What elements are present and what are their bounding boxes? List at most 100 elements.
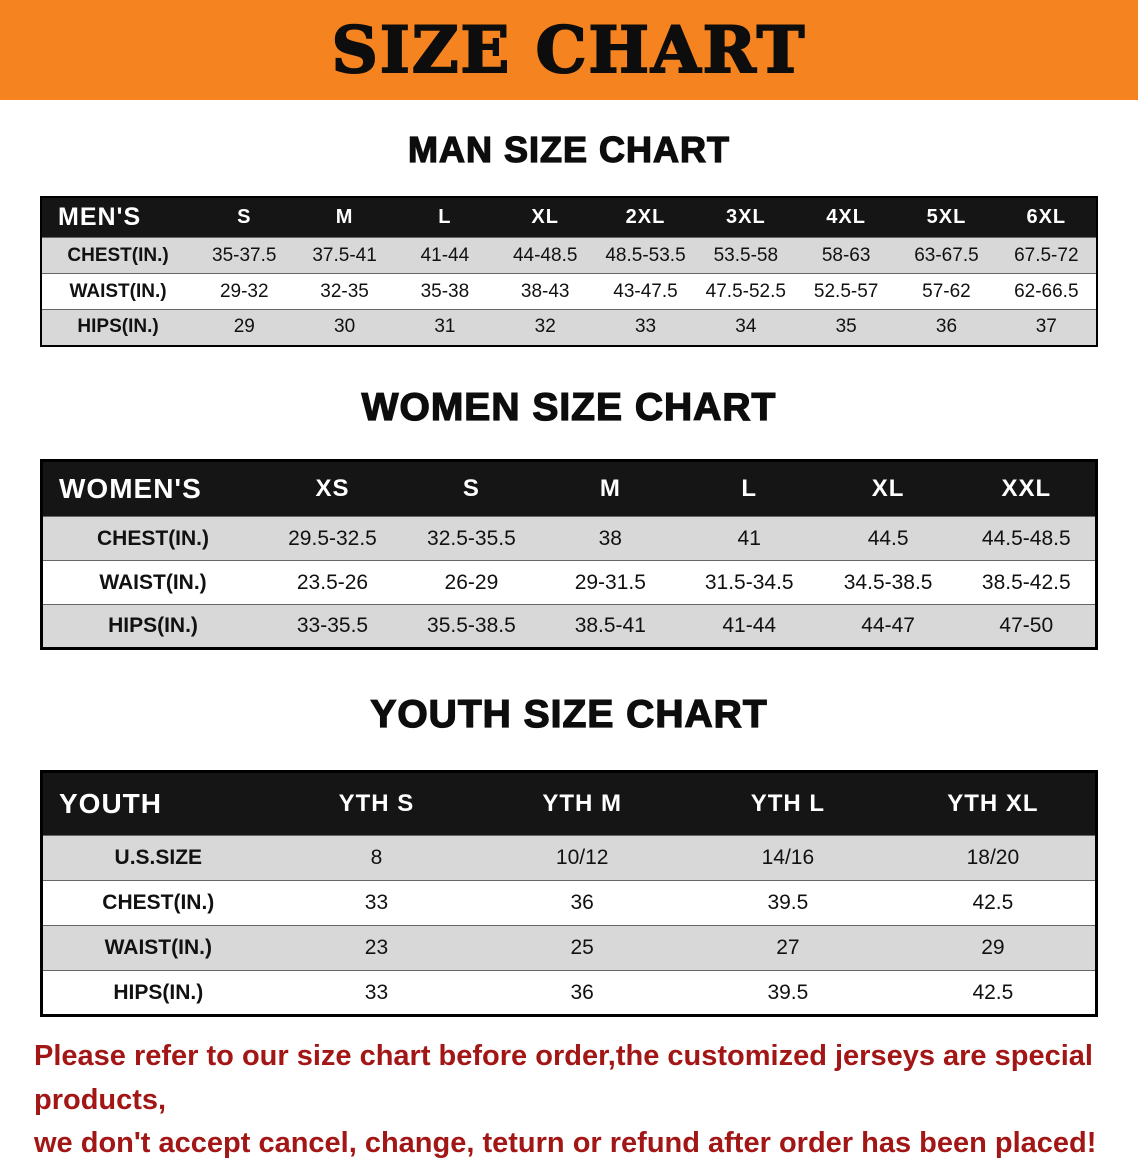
size-column-header: 2XL — [595, 196, 696, 238]
table-corner-label: MEN'S — [41, 196, 195, 238]
size-column-header: XL — [495, 196, 596, 238]
size-value: 27 — [685, 925, 891, 971]
size-value: 44.5-48.5 — [957, 516, 1097, 561]
size-value: 29.5-32.5 — [263, 516, 402, 561]
size-value: 10/12 — [479, 835, 686, 881]
size-value: 30 — [294, 309, 395, 346]
size-column-header: L — [394, 196, 496, 238]
women-size-table: WOMEN'S XS S M L XL XXL CHEST(IN.) 29.5-32.5 32.5… — [40, 459, 1098, 651]
size-value: 47-50 — [957, 604, 1097, 649]
table-row: CHEST(IN.) 35-37.5 37.5-41 41-44 44-48.5 48.5… — [41, 237, 1097, 274]
size-value: 63-67.5 — [896, 237, 997, 274]
table-row: HIPS(IN.) 33 36 39.5 42.5 — [41, 970, 1097, 1016]
size-value: 58-63 — [795, 237, 897, 274]
size-column-header: 6XL — [996, 196, 1097, 238]
size-column-header: 5XL — [896, 196, 997, 238]
size-value: 38.5-42.5 — [957, 560, 1097, 605]
size-value: 38 — [540, 516, 680, 561]
size-value: 29 — [194, 309, 295, 346]
size-value: 53.5-58 — [695, 237, 796, 274]
women-size-section: WOMEN SIZE CHART WOMEN'S XS S M L XL XXL CHEST(… — [0, 385, 1138, 651]
row-label: CHEST(IN.) — [41, 880, 274, 926]
size-value: 35.5-38.5 — [401, 604, 541, 649]
size-column-header: M — [540, 460, 680, 517]
size-value: 33 — [273, 880, 480, 926]
youth-size-heading: YOUTH SIZE CHART — [370, 693, 768, 737]
size-value: 42.5 — [890, 970, 1097, 1016]
size-value: 36 — [479, 970, 686, 1016]
size-value: 32 — [495, 309, 596, 346]
table-row: CHEST(IN.) 33 36 39.5 42.5 — [41, 880, 1097, 926]
size-value: 37.5-41 — [294, 237, 395, 274]
size-value: 38.5-41 — [540, 604, 680, 649]
youth-size-section: YOUTH SIZE CHART YOUTH YTH S YTH M YTH L YTH… — [0, 693, 1138, 1018]
size-value: 32.5-35.5 — [401, 516, 541, 561]
size-column-header: 4XL — [795, 196, 897, 238]
size-value: 43-47.5 — [595, 273, 696, 310]
size-value: 34.5-38.5 — [818, 560, 958, 605]
women-size-heading: WOMEN SIZE CHART — [361, 385, 777, 429]
table-row: CHEST(IN.) 29.5-32.5 32.5-35.5 38 41 44.5 44.5… — [41, 516, 1097, 561]
disclaimer-line-2: we don't accept cancel, change, teturn o… — [34, 1127, 1097, 1160]
table-row: U.S.SIZE 8 10/12 14/16 18/20 — [41, 835, 1097, 881]
size-column-header: XS — [263, 460, 402, 517]
size-value: 52.5-57 — [795, 273, 897, 310]
size-value: 67.5-72 — [996, 237, 1097, 274]
row-label: CHEST(IN.) — [41, 237, 195, 274]
size-value: 8 — [273, 835, 480, 881]
size-value: 57-62 — [896, 273, 997, 310]
size-value: 29 — [890, 925, 1097, 971]
size-value: 29-31.5 — [540, 560, 680, 605]
size-value: 36 — [896, 309, 997, 346]
size-column-header: XXL — [957, 460, 1097, 517]
size-value: 62-66.5 — [996, 273, 1097, 310]
size-value: 47.5-52.5 — [695, 273, 796, 310]
page-title: SIZE CHART — [331, 12, 807, 89]
table-header-row: WOMEN'S XS S M L XL XXL — [41, 460, 1097, 517]
size-column-header: S — [401, 460, 541, 517]
size-column-header: YTH M — [479, 771, 686, 836]
size-column-header: YTH S — [273, 771, 480, 836]
youth-size-table: YOUTH YTH S YTH M YTH L YTH XL U.S.SIZE 8 10/12… — [40, 770, 1098, 1018]
size-value: 41-44 — [394, 237, 496, 274]
size-value: 31 — [394, 309, 496, 346]
table-row: WAIST(IN.) 23.5-26 26-29 29-31.5 31.5-34.5 34… — [41, 560, 1097, 605]
size-value: 35-38 — [394, 273, 496, 310]
table-corner-label: WOMEN'S — [41, 460, 264, 517]
size-value: 33 — [273, 970, 480, 1016]
size-value: 44.5 — [818, 516, 958, 561]
table-row: HIPS(IN.) 33-35.5 35.5-38.5 38.5-41 41-44 44-… — [41, 604, 1097, 649]
row-label: WAIST(IN.) — [41, 273, 195, 310]
size-value: 39.5 — [685, 880, 891, 926]
size-value: 31.5-34.5 — [679, 560, 819, 605]
size-column-header: M — [294, 196, 395, 238]
row-label: CHEST(IN.) — [41, 516, 264, 561]
row-label: WAIST(IN.) — [41, 560, 264, 605]
disclaimer: Please refer to our size chart before or… — [0, 1017, 1138, 1166]
size-value: 26-29 — [401, 560, 541, 605]
size-column-header: 3XL — [695, 196, 796, 238]
row-label: WAIST(IN.) — [41, 925, 274, 971]
size-value: 14/16 — [685, 835, 891, 881]
size-value: 33 — [595, 309, 696, 346]
size-value: 36 — [479, 880, 686, 926]
size-column-header: YTH L — [685, 771, 891, 836]
table-row: HIPS(IN.) 29 30 31 32 33 34 35 36 37 — [41, 309, 1097, 346]
size-value: 39.5 — [685, 970, 891, 1016]
man-size-heading: MAN SIZE CHART — [407, 129, 730, 170]
size-value: 44-48.5 — [495, 237, 596, 274]
size-column-header: L — [679, 460, 819, 517]
size-value: 23 — [273, 925, 480, 971]
banner: SIZE CHART — [0, 0, 1138, 100]
size-value: 18/20 — [890, 835, 1097, 881]
size-value: 25 — [479, 925, 686, 971]
size-value: 37 — [996, 309, 1097, 346]
size-value: 38-43 — [495, 273, 596, 310]
table-row: WAIST(IN.) 29-32 32-35 35-38 38-43 43-47.5 47.… — [41, 273, 1097, 310]
size-value: 35 — [795, 309, 897, 346]
size-column-header: XL — [818, 460, 958, 517]
disclaimer-line-1: Please refer to our size chart before or… — [34, 1040, 1093, 1116]
man-size-section: MAN SIZE CHART MEN'S S M L XL 2XL 3XL 4XL 5XL 6XL… — [0, 129, 1138, 347]
table-header-row: MEN'S S M L XL 2XL 3XL 4XL 5XL 6XL — [41, 196, 1097, 238]
